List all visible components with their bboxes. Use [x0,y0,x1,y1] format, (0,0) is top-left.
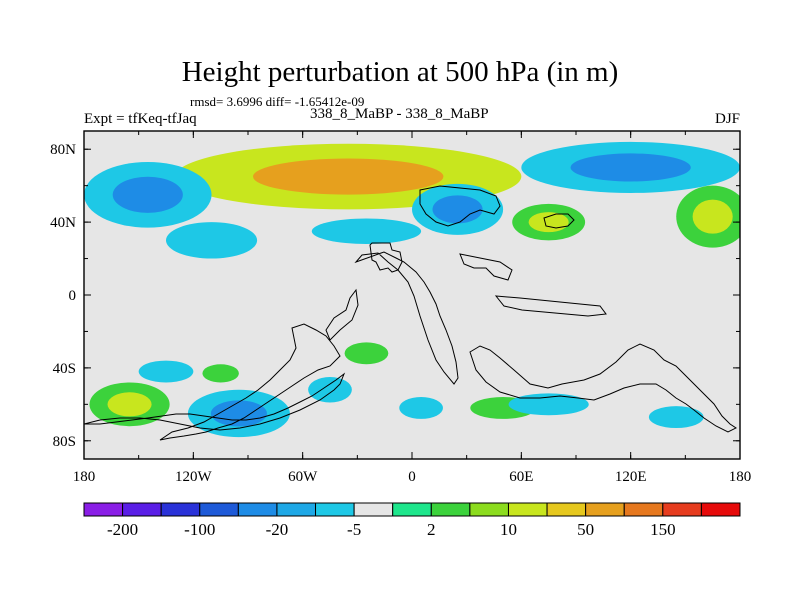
experiment-label: Expt = tfKeq-tfJaq [84,111,197,127]
y-tick-label: 80N [50,142,76,158]
contour-negative-2-level-1 [570,153,691,182]
colorbar-label: -20 [266,520,289,539]
colorbar-swatch [276,502,317,517]
coastline-asia [459,253,513,281]
coastline-scandinavia [419,185,501,227]
colorbar-swatch [83,502,124,517]
contour-fields [84,141,740,438]
season-label: DJF [714,111,740,127]
colorbar-swatch [585,502,625,517]
y-tick-label: 80S [53,434,76,450]
colorbar-swatch [353,502,394,517]
coastline-antarctica [84,372,346,431]
contour-negative-14-level-0 [508,393,589,416]
x-tick-label: 0 [408,469,416,485]
rmsd-diff-label: rmsd= 3.6996 diff= -1.65412e-09 [190,94,365,109]
contour-negative-1-level-1 [112,176,183,213]
x-tick-label: 180 [73,469,96,485]
colorbar-swatch [160,502,201,517]
colorbar-swatch [546,502,587,517]
x-tick-label: 60E [509,469,533,485]
coastlines [84,185,737,441]
contour-negative-6-level-0 [166,222,258,259]
contour-negative-10-level-0 [138,360,194,383]
chart-title: Height perturbation at 500 hPa (in m) [181,56,619,88]
y-tick-label: 40N [50,215,76,231]
x-tick-label: 120W [175,469,213,485]
colorbar-swatch [430,502,471,517]
colorbar-label: -100 [184,520,215,539]
x-tick-label: 180 [729,469,752,485]
colorbar-swatch [315,502,355,517]
contour-positive-0-level-1 [253,158,444,195]
y-axis: 80N 40N 0 40S 80S [50,142,740,450]
x-tick-label: 120E [615,469,647,485]
x-axis: 180 120W 60W 0 60E 120E 180 [73,131,752,485]
colorbar: -200 -100 -20 -5 2 10 50 150 [83,502,741,539]
colorbar-label: -200 [107,520,138,539]
contour-negative-16-level-0 [308,377,352,403]
colorbar-label: -5 [347,520,361,539]
contour-negative-7-level-0 [311,218,422,244]
coastline-australia [469,343,737,433]
colorbar-swatch [623,502,664,517]
colorbar-label: 2 [427,520,436,539]
colorbar-swatch [469,502,509,517]
contour-negative-15-level-0 [399,397,443,419]
colorbar-swatch [507,502,548,517]
coastline-north-america [325,288,359,341]
colorbar-swatch [700,502,741,517]
colorbar-label: 150 [650,520,676,539]
colorbar-swatch [199,502,239,517]
contour-positive-4-level-1 [692,199,733,234]
colorbar-swatch [662,502,702,517]
contour-positive-12-level-0 [344,342,389,365]
contour-negative-3-level-1 [432,195,483,224]
y-tick-label: 0 [69,288,77,304]
colorbar-swatch [122,502,162,517]
contour-positive-11-level-0 [202,364,239,383]
x-tick-label: 60W [288,469,318,485]
contour-positive-5-level-1 [528,212,569,233]
y-tick-label: 40S [53,361,76,377]
contour-positive-8-level-1 [107,392,152,417]
contour-negative-17-level-0 [648,406,704,429]
coastline-south-america [159,323,341,441]
coastline-india [494,295,607,317]
case-label: 338_8_MaBP - 338_8_MaBP [310,106,489,122]
contour-negative-9-level-1 [210,400,267,427]
colorbar-label: 10 [500,520,517,539]
colorbar-swatch [392,502,432,517]
coastline-island [543,213,575,229]
colorbar-swatch [237,502,278,517]
coastline-africa [354,251,459,385]
colorbar-label: 50 [577,520,594,539]
